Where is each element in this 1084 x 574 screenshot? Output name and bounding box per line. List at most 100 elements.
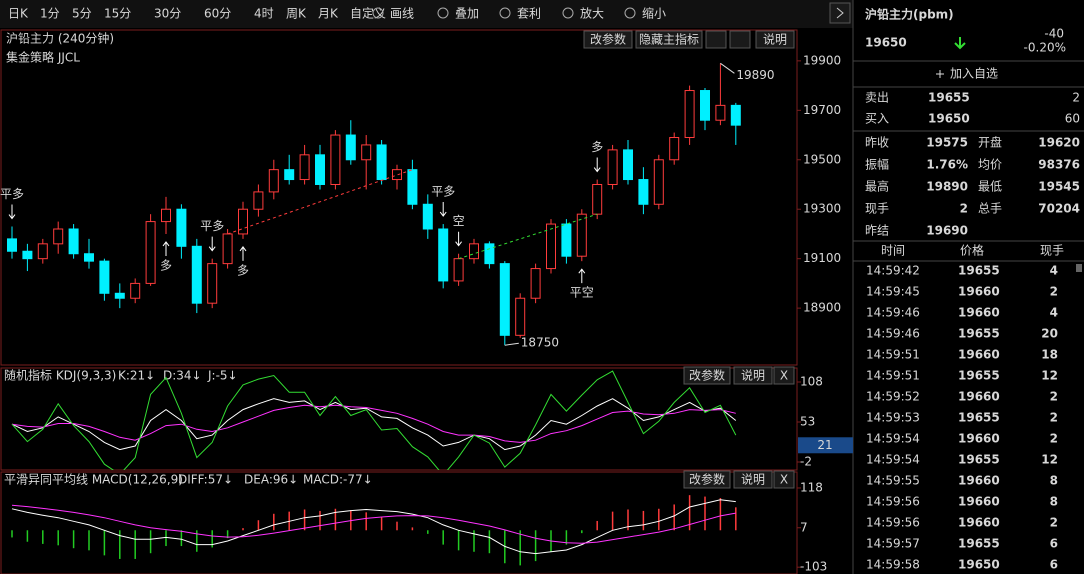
trade-volume: 4 bbox=[1050, 306, 1058, 320]
signal-arrow bbox=[593, 157, 601, 173]
candle-body bbox=[530, 268, 541, 299]
button[interactable] bbox=[733, 470, 773, 489]
period-tab[interactable]: 15分 bbox=[104, 7, 131, 21]
trade-price: 19655 bbox=[958, 537, 1000, 551]
tool[interactable]: 套利 bbox=[517, 7, 541, 21]
trade-price: 19655 bbox=[958, 411, 1000, 425]
trade-time: 14:59:46 bbox=[866, 306, 920, 320]
column-header: 现手 bbox=[1040, 244, 1064, 258]
button[interactable] bbox=[773, 366, 795, 385]
trade-time: 14:59:56 bbox=[866, 495, 920, 509]
toolbar-next[interactable] bbox=[829, 2, 851, 24]
trade-volume: 20 bbox=[1041, 327, 1058, 341]
tool[interactable]: 叠加 bbox=[455, 7, 479, 21]
add-watchlist[interactable]: 加入自选 bbox=[950, 67, 998, 81]
icon bbox=[836, 7, 844, 19]
candle-body bbox=[130, 282, 141, 299]
trade-time: 14:59:45 bbox=[866, 285, 920, 299]
tool[interactable]: 画线 bbox=[390, 7, 414, 21]
tool[interactable]: 缩小 bbox=[642, 6, 666, 21]
indicator-title: 随机指标 KDJ(9,3,3) bbox=[4, 368, 116, 383]
indicator-line bbox=[11, 370, 737, 470]
button[interactable] bbox=[683, 470, 731, 489]
trade-time: 14:59:51 bbox=[866, 369, 920, 383]
book-price: 19650 bbox=[928, 112, 970, 126]
period-tab[interactable]: 60分 bbox=[204, 7, 231, 21]
stat-value: 1.76% bbox=[926, 158, 968, 172]
candle-body bbox=[453, 258, 464, 282]
candle-body bbox=[576, 213, 587, 257]
trade-volume: 2 bbox=[1050, 516, 1058, 530]
trade-volume: 2 bbox=[1050, 432, 1058, 446]
indicator-line bbox=[11, 499, 736, 555]
button-label: 说明 bbox=[763, 32, 787, 47]
column-header: 时间 bbox=[881, 244, 905, 258]
y-tick-label: 19900 bbox=[803, 53, 841, 67]
book-price: 19655 bbox=[928, 91, 970, 105]
scrollbar bbox=[1076, 264, 1082, 272]
candle-body bbox=[268, 169, 279, 193]
button[interactable] bbox=[755, 30, 795, 49]
candle-body bbox=[176, 208, 187, 247]
readout: J:-5↓ bbox=[207, 369, 238, 383]
period-tab[interactable]: 自定义 bbox=[350, 6, 386, 21]
period-tab[interactable]: 月K bbox=[318, 7, 339, 21]
period-tab[interactable]: 4时 bbox=[254, 7, 274, 21]
trade-volume: 2 bbox=[1050, 285, 1058, 299]
candle-body bbox=[84, 253, 94, 262]
button[interactable] bbox=[583, 30, 633, 49]
value-badge bbox=[798, 437, 853, 454]
period-tab[interactable]: 1分 bbox=[40, 7, 60, 21]
trade-volume: 8 bbox=[1050, 474, 1058, 488]
nav-right[interactable] bbox=[729, 30, 751, 49]
button[interactable] bbox=[733, 366, 773, 385]
signal: 平多 bbox=[0, 187, 24, 201]
trade-price: 19655 bbox=[958, 453, 1000, 467]
signal: 空 bbox=[453, 214, 465, 228]
candle-body bbox=[684, 90, 695, 139]
chart-subtitle: 集金策略 JJCL bbox=[6, 50, 80, 65]
candle-body bbox=[515, 297, 526, 336]
stat-label: 振幅 bbox=[865, 157, 889, 172]
readout: K:21↓ bbox=[118, 369, 155, 383]
period-tab[interactable]: 日K bbox=[8, 7, 29, 21]
button-label: 改参数 bbox=[689, 368, 725, 383]
button[interactable] bbox=[683, 366, 731, 385]
candle-body bbox=[715, 104, 726, 121]
column-header: 价格 bbox=[960, 243, 984, 258]
trade-volume: 2 bbox=[1050, 411, 1058, 425]
tool[interactable]: 放大 bbox=[580, 6, 604, 21]
stat-value: 2 bbox=[960, 202, 968, 216]
button[interactable] bbox=[635, 30, 703, 49]
candle-body bbox=[207, 263, 218, 304]
period-tab[interactable]: 5分 bbox=[72, 7, 92, 21]
candle-body bbox=[22, 250, 33, 260]
candle-body bbox=[37, 243, 48, 260]
leader bbox=[720, 62, 735, 74]
y-tick-label: -2 bbox=[800, 455, 812, 469]
candle-body bbox=[623, 149, 633, 181]
book-label: 买入 bbox=[865, 112, 889, 126]
trade-volume: 2 bbox=[1050, 390, 1058, 404]
button[interactable] bbox=[773, 470, 795, 489]
signal-arrow bbox=[162, 241, 170, 256]
stat-value: 19690 bbox=[926, 224, 968, 238]
stat-value: 19575 bbox=[926, 136, 968, 150]
signal-arrow bbox=[439, 202, 447, 217]
stat-value: 19890 bbox=[926, 180, 968, 194]
period-tab[interactable]: 周K bbox=[286, 7, 307, 21]
candle-body bbox=[484, 243, 495, 265]
trade-price: 19660 bbox=[958, 306, 1000, 320]
candle-body bbox=[345, 134, 356, 161]
y-tick-label: 19700 bbox=[803, 103, 841, 117]
candle-body bbox=[592, 183, 603, 215]
nav-left[interactable] bbox=[705, 30, 727, 49]
trade-price: 19660 bbox=[958, 474, 1000, 488]
tool-icon bbox=[499, 7, 511, 19]
signal: 多 bbox=[160, 258, 172, 272]
tool-icon bbox=[624, 7, 636, 19]
chart-title: 沪铅主力 (240分钟) bbox=[6, 31, 114, 46]
candle-body bbox=[361, 144, 372, 161]
period-tab[interactable]: 30分 bbox=[154, 7, 181, 21]
candle-body bbox=[7, 238, 17, 252]
